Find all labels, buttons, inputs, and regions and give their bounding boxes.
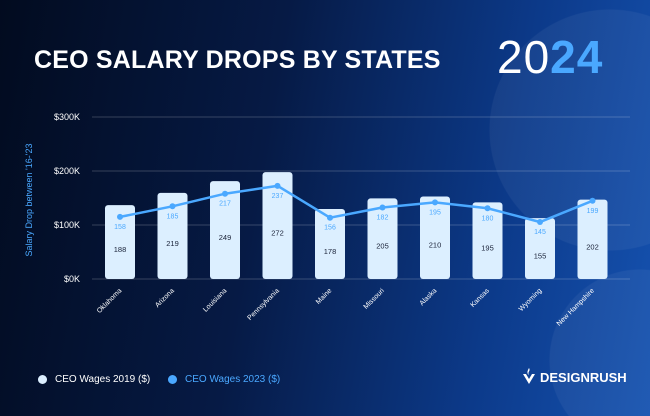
y-tick-label: $100K — [54, 220, 80, 230]
bar-value-label: 202 — [586, 242, 599, 251]
year-light: 20 — [497, 31, 551, 83]
line-point-2023 — [537, 219, 543, 226]
line-value-label: 180 — [482, 215, 494, 222]
legend-item-2023: CEO Wages 2023 ($) — [168, 374, 280, 385]
year-label: 2024 — [497, 30, 603, 84]
bar-2019 — [525, 218, 555, 279]
bar-2019 — [472, 202, 503, 279]
brand-name: DESIGNRUSH — [540, 369, 627, 385]
x-tick-label: Alaska — [419, 287, 439, 307]
bar-2019 — [157, 192, 188, 279]
legend-swatch — [38, 375, 47, 384]
line-value-label: 217 — [219, 201, 231, 208]
line-point-2023 — [274, 182, 281, 189]
bar-2019 — [315, 209, 345, 279]
x-tick-label: Pennsylvania — [247, 287, 281, 321]
x-tick-label: Kansas — [469, 287, 491, 309]
line-point-2023 — [484, 205, 491, 212]
line-value-label: 145 — [534, 229, 546, 236]
x-tick-label: Arizona — [154, 287, 176, 309]
year-bold: 24 — [550, 31, 604, 83]
line-value-label: 199 — [587, 208, 599, 215]
designrush-logo: DESIGNRUSH — [522, 368, 627, 386]
x-tick-label: Maine — [315, 287, 334, 306]
y-tick-label: $300K — [54, 112, 80, 122]
y-axis-label: Salary Drop between '16-'23 — [24, 143, 34, 256]
bar-value-label: 178 — [324, 247, 337, 256]
bar-2019 — [420, 196, 450, 279]
bar-value-label: 155 — [534, 252, 547, 261]
legend-item-2019: CEO Wages 2019 ($) — [38, 374, 150, 385]
bar-value-label: 205 — [376, 242, 389, 251]
chart-title: CEO SALARY DROPS BY STATES — [34, 46, 441, 74]
line-point-2023 — [432, 199, 438, 206]
bar-value-label: 188 — [114, 245, 127, 254]
bar-2019 — [577, 199, 608, 279]
line-value-label: 185 — [167, 213, 179, 220]
x-tick-label: Louisiana — [202, 287, 228, 313]
y-tick-label: $200K — [54, 166, 80, 176]
bar-value-label: 210 — [429, 241, 442, 250]
line-2023 — [119, 184, 593, 224]
designrush-logo-icon — [523, 368, 535, 384]
line-point-2023 — [327, 214, 333, 221]
line-value-label: 156 — [324, 225, 336, 232]
y-tick-label: $0K — [64, 274, 80, 284]
line-point-2023 — [379, 204, 386, 211]
bar-value-label: 272 — [271, 229, 284, 238]
line-point-2023 — [117, 213, 123, 220]
line-value-label: 158 — [114, 224, 126, 231]
bar-value-label: 219 — [166, 239, 179, 248]
line-value-label: 237 — [272, 193, 284, 200]
line-point-2023 — [222, 190, 228, 197]
line-point-2023 — [169, 203, 176, 210]
legend-swatch — [168, 375, 177, 384]
line-value-label: 195 — [429, 209, 441, 216]
line-point-2023 — [589, 197, 596, 204]
bar-value-label: 249 — [219, 233, 232, 242]
x-tick-label: Missouri — [363, 287, 387, 311]
bar-2019 — [262, 172, 293, 279]
bar-value-label: 195 — [481, 244, 494, 253]
legend-label: CEO Wages 2023 ($) — [185, 374, 281, 385]
bar-2019 — [367, 198, 398, 279]
line-value-label: 182 — [377, 214, 389, 221]
x-tick-label: Oklahoma — [96, 287, 124, 315]
x-tick-label: Wyoming — [518, 287, 544, 313]
x-tick-label: New Hampshire — [556, 287, 596, 327]
bar-2019 — [105, 205, 135, 279]
legend-label: CEO Wages 2019 ($) — [55, 374, 151, 385]
bar-2019 — [210, 181, 240, 279]
